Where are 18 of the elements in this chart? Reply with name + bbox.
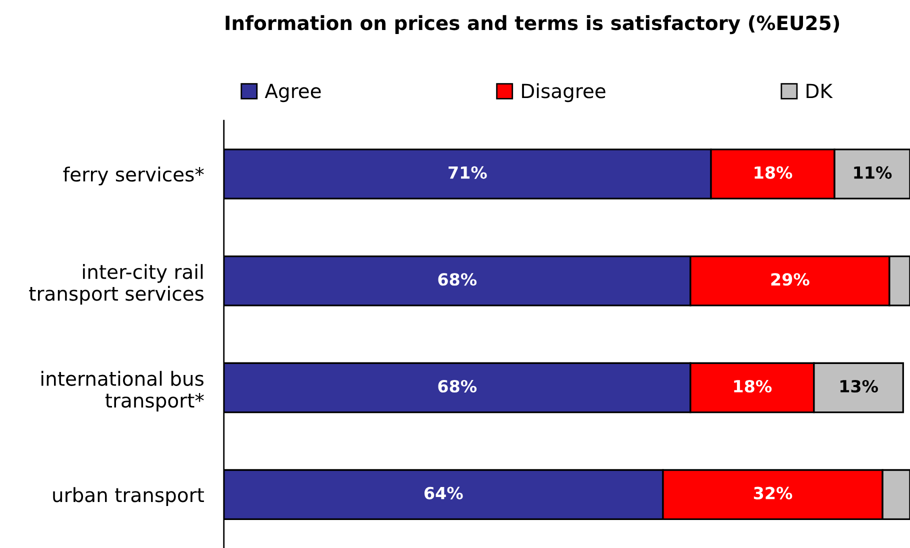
data-label: 68% (438, 380, 477, 393)
data-label: 29% (771, 273, 810, 286)
data-label: 11% (854, 166, 892, 179)
y-tick-label: international bus transport* (42, 370, 204, 412)
data-label: 18% (734, 380, 772, 393)
data-label: 32% (754, 486, 792, 500)
legend-label: DK (806, 84, 833, 98)
data-label: 18% (754, 166, 792, 179)
data-label: 68% (438, 273, 477, 286)
legend-label: Agree (264, 84, 321, 102)
y-tick-label: ferry services* (63, 166, 204, 186)
legend-label: Disagree (522, 83, 606, 102)
chart-title: Information on prices and terms is satisfactory (%EU25) (226, 15, 840, 34)
y-tick-label: inter-city rail transport services (29, 264, 204, 305)
data-label: 13% (840, 380, 878, 393)
data-label: 64% (424, 486, 463, 500)
data-label: 71% (448, 166, 487, 179)
y-tick-label: urban transport (53, 487, 204, 506)
